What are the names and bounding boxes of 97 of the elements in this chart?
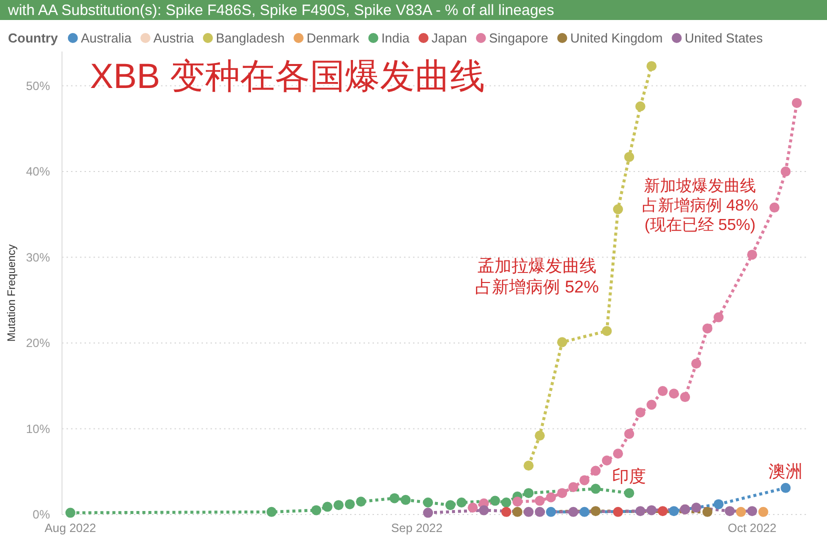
point <box>736 506 746 517</box>
point <box>501 506 512 517</box>
point <box>747 250 758 260</box>
point <box>769 202 780 213</box>
chart-subtitle: with AA Substitution(s): Spike F486S, Spike F490S, Spike V83A - % of all lineages <box>7 2 554 19</box>
legend-label: Singapore <box>488 30 548 46</box>
point <box>322 502 332 512</box>
point <box>344 499 355 510</box>
point <box>389 493 400 504</box>
point <box>445 500 456 510</box>
point <box>557 337 568 348</box>
x-tick-label: Sep 2022 <box>391 521 443 535</box>
point <box>624 428 634 439</box>
point <box>658 506 668 516</box>
point <box>524 506 534 517</box>
point <box>691 502 702 513</box>
point <box>635 407 646 418</box>
point <box>456 497 467 508</box>
point <box>266 506 277 517</box>
point <box>702 323 712 334</box>
point <box>512 506 522 517</box>
point <box>512 496 522 507</box>
point <box>714 312 724 322</box>
point <box>534 506 545 517</box>
legend-label: Australia <box>80 30 132 46</box>
point <box>613 204 624 214</box>
chart-title: XBB 变种在各国爆发曲线 <box>90 57 485 96</box>
point <box>546 506 556 517</box>
point <box>635 101 646 112</box>
point <box>579 506 590 517</box>
legend-label: Austria <box>153 30 195 46</box>
point <box>780 482 791 493</box>
point <box>568 482 578 492</box>
point <box>478 505 489 516</box>
point <box>534 430 545 441</box>
point <box>400 494 411 505</box>
point <box>691 358 702 369</box>
point <box>646 400 657 410</box>
annotation: 印度 <box>612 467 646 486</box>
legend-label: Japan <box>432 30 467 46</box>
point <box>658 386 668 396</box>
point <box>668 506 679 516</box>
y-tick-label: 0% <box>32 508 50 522</box>
legend-label: Denmark <box>306 30 360 46</box>
point <box>646 505 657 516</box>
annotation: 澳洲 <box>768 462 803 481</box>
point <box>524 460 534 471</box>
point <box>65 508 76 518</box>
point <box>635 506 646 516</box>
point <box>311 505 322 516</box>
annotation: 新加坡爆发曲线占新增病例 48% (现在已经 55%) <box>642 177 758 234</box>
point <box>602 326 612 336</box>
x-tick-label: Aug 2022 <box>44 521 96 535</box>
y-tick-label: 20% <box>26 336 50 350</box>
point <box>792 98 802 108</box>
legend-label: United Kingdom <box>570 30 663 46</box>
point <box>568 506 578 517</box>
point <box>613 506 624 517</box>
point <box>613 448 624 459</box>
point <box>334 500 344 510</box>
point <box>590 506 601 516</box>
point <box>724 506 735 516</box>
point <box>646 61 657 72</box>
point <box>423 497 434 508</box>
point <box>356 496 366 507</box>
legend-label: Bangladesh <box>216 30 285 46</box>
point <box>668 388 679 399</box>
point <box>546 492 556 502</box>
y-tick-label: 50% <box>26 78 50 93</box>
point <box>747 506 758 516</box>
point <box>501 497 512 508</box>
point <box>590 466 601 476</box>
y-tick-label: 10% <box>26 422 50 436</box>
annotation: 孟加拉爆发曲线占新增病例 52% <box>475 256 599 296</box>
point <box>758 506 768 517</box>
point <box>590 484 601 494</box>
legend-label: India <box>381 30 410 46</box>
y-tick-label: 40% <box>26 164 50 179</box>
point <box>423 508 434 518</box>
point <box>602 455 612 466</box>
point <box>490 496 500 506</box>
legend-title: Country <box>8 30 59 46</box>
point <box>524 488 534 498</box>
point <box>680 392 690 402</box>
point <box>702 506 712 517</box>
point <box>714 499 724 510</box>
point <box>534 496 545 506</box>
point <box>579 475 590 486</box>
point <box>468 502 478 513</box>
point <box>557 488 568 498</box>
point <box>624 488 634 498</box>
x-tick-label: Oct 2022 <box>728 521 777 535</box>
y-tick-label: 30% <box>26 250 50 264</box>
legend-label: United States <box>684 30 764 46</box>
point <box>624 152 634 162</box>
y-axis-title: Mutation Frequency <box>6 244 18 342</box>
point <box>780 166 791 177</box>
